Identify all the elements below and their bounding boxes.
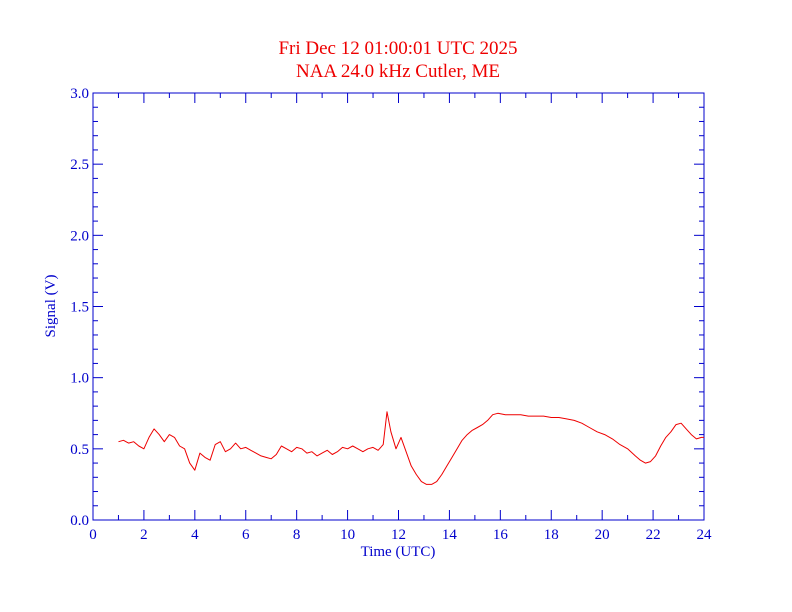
y-tick-label: 3.0 (70, 86, 89, 102)
y-tick-label: 2.0 (70, 228, 89, 244)
x-tick-label: 8 (293, 527, 301, 543)
y-tick-label: 2.5 (70, 157, 89, 173)
x-axis-label: Time (UTC) (361, 544, 436, 560)
chart-title: Fri Dec 12 01:00:01 UTC 2025 (278, 38, 517, 59)
x-tick-label: 24 (697, 527, 713, 543)
x-tick-labels: 0 2 4 6 8 10 12 14 16 18 20 22 24 (89, 527, 712, 543)
x-tick-label: 10 (340, 527, 355, 543)
x-tick-label: 16 (493, 527, 509, 543)
plot-frame (92, 92, 705, 521)
y-tick-labels: 0.0 0.5 1.0 1.5 2.0 2.5 3.0 (70, 86, 89, 529)
x-tick-label: 20 (595, 527, 610, 543)
series-group (118, 411, 704, 485)
x-tick-label: 12 (391, 527, 406, 543)
y-tick-label: 0.5 (70, 442, 89, 458)
x-tick-label: 6 (242, 527, 250, 543)
axis-ticks (92, 92, 705, 521)
chart-subtitle: NAA 24.0 kHz Cutler, ME (296, 61, 500, 82)
x-tick-label: 2 (140, 527, 148, 543)
x-tick-label: 4 (191, 527, 199, 543)
x-tick-label: 14 (442, 527, 458, 543)
y-tick-label: 0.0 (70, 513, 89, 529)
y-axis-label: Signal (V) (43, 275, 59, 338)
x-tick-label: 0 (89, 527, 97, 543)
y-tick-label: 1.0 (70, 371, 89, 387)
series-line (118, 411, 704, 485)
x-tick-label: 18 (544, 527, 559, 543)
y-tick-label: 1.5 (70, 300, 89, 316)
x-tick-label: 22 (646, 527, 661, 543)
